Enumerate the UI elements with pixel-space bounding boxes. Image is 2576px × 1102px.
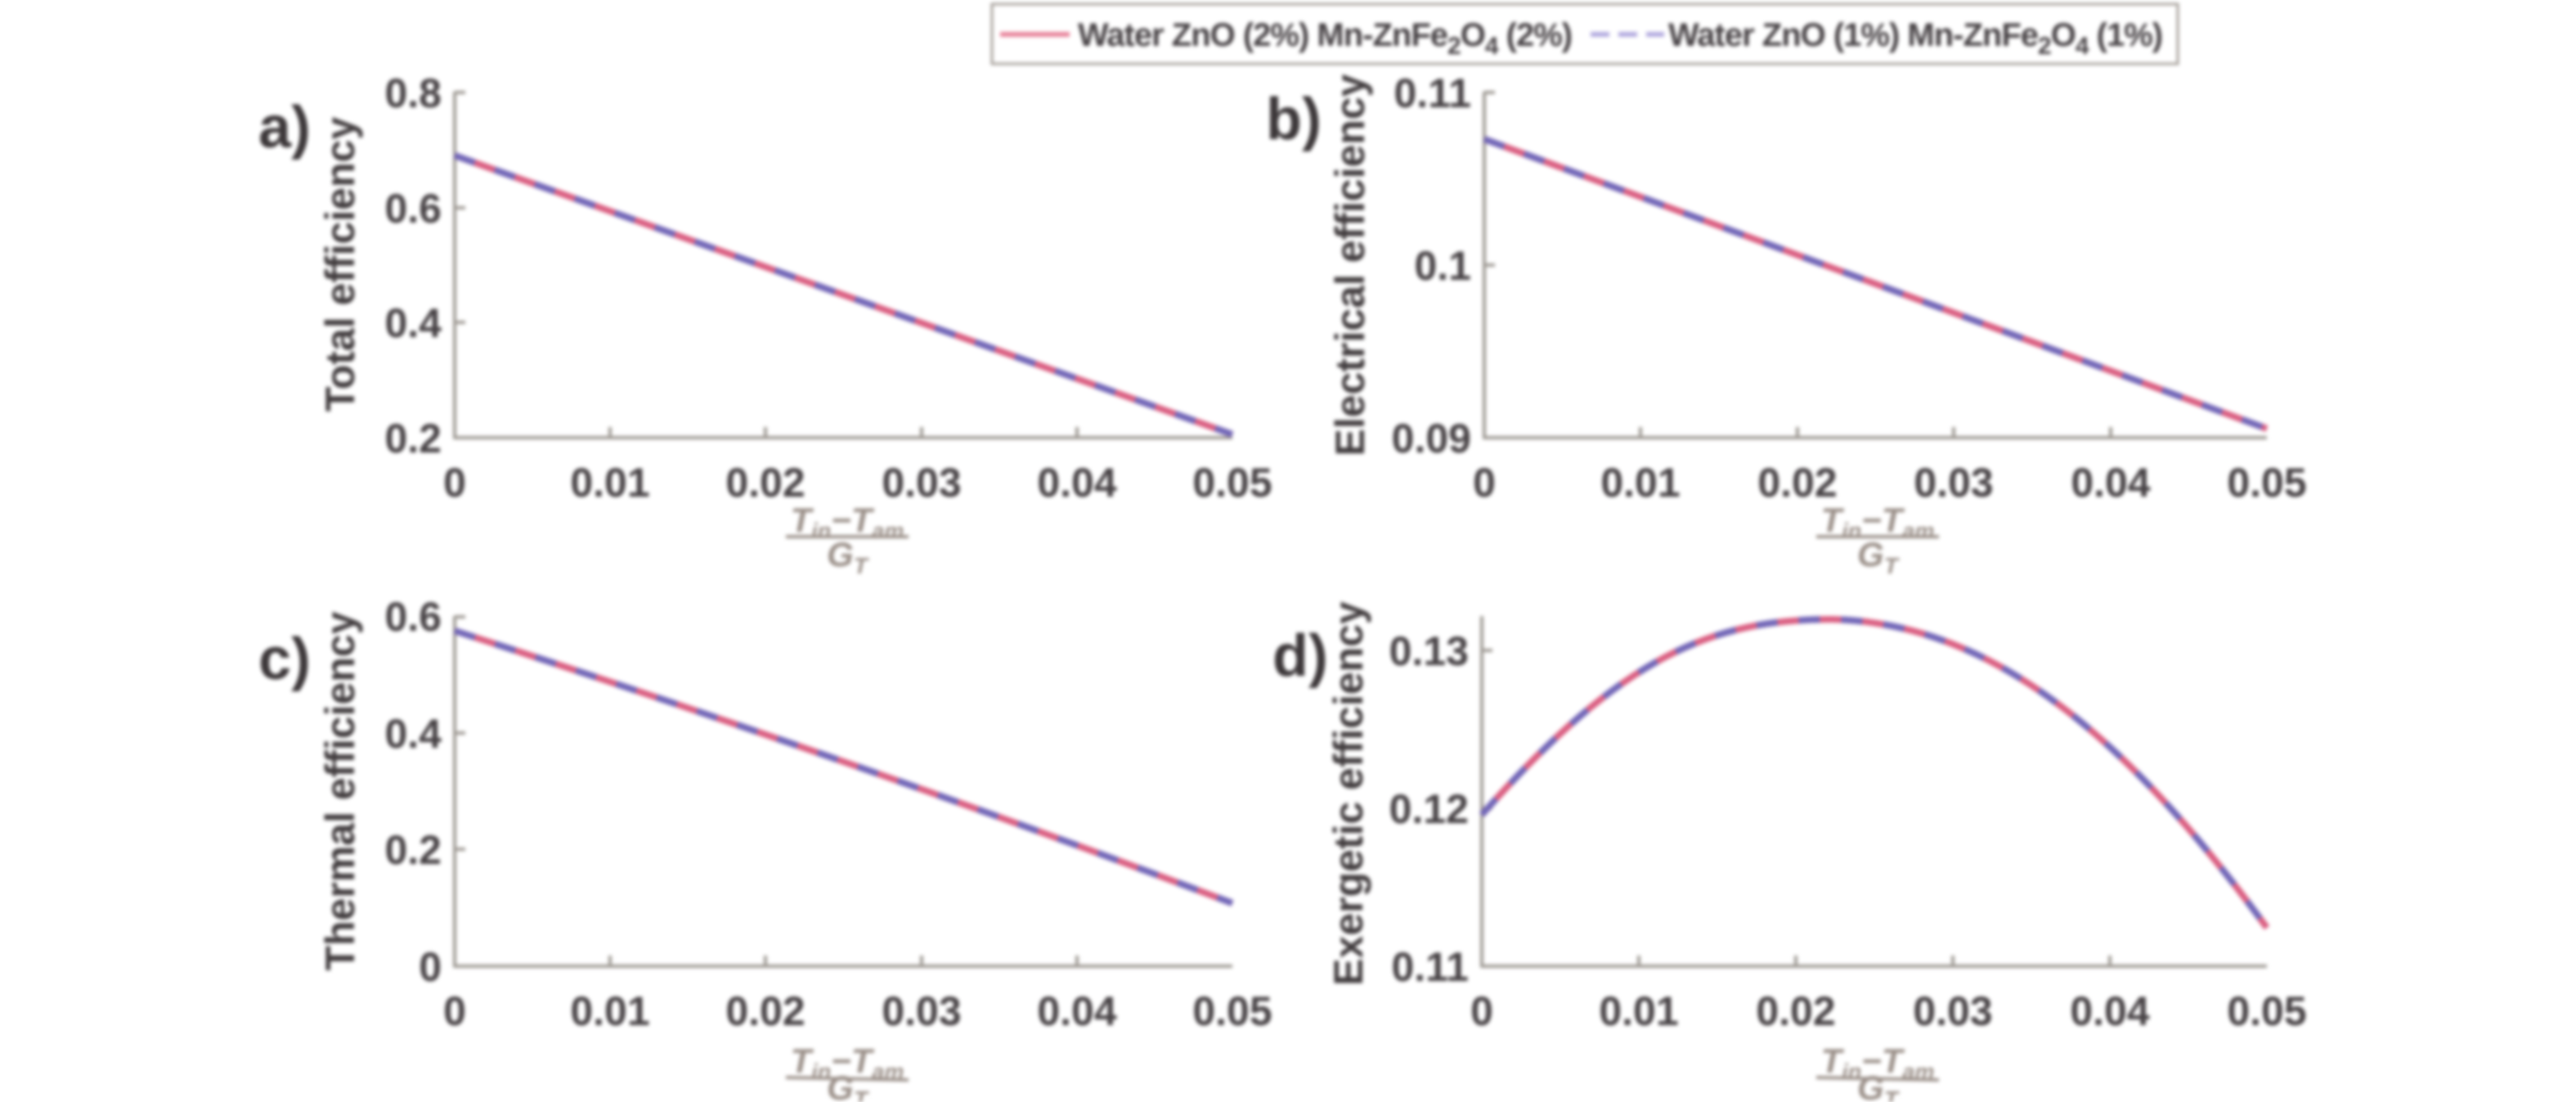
svg-text:0.04: 0.04 — [2071, 460, 2151, 506]
svg-text:0.03: 0.03 — [1913, 988, 1992, 1034]
svg-text:0.01: 0.01 — [570, 460, 649, 506]
svg-text:0.8: 0.8 — [384, 70, 442, 116]
svg-text:0.09: 0.09 — [1392, 416, 1471, 461]
svg-text:0.01: 0.01 — [1599, 988, 1678, 1034]
svg-text:0.02: 0.02 — [1756, 988, 1835, 1034]
svg-text:0.6: 0.6 — [384, 594, 442, 640]
svg-text:c): c) — [258, 627, 311, 692]
svg-text:0.05: 0.05 — [2227, 460, 2306, 506]
svg-text:b): b) — [1266, 87, 1322, 152]
svg-text:0.05: 0.05 — [2227, 988, 2306, 1034]
svg-text:0.4: 0.4 — [384, 300, 442, 346]
svg-text:Total efficiency: Total efficiency — [317, 117, 363, 412]
svg-text:0.2: 0.2 — [384, 416, 442, 461]
svg-text:0.01: 0.01 — [1600, 460, 1680, 506]
svg-text:0.1: 0.1 — [1414, 243, 1471, 289]
svg-text:Exergetic efficiency: Exergetic efficiency — [1326, 601, 1371, 986]
svg-text:0.02: 0.02 — [725, 988, 805, 1034]
svg-text:0.04: 0.04 — [1037, 988, 1117, 1034]
svg-text:Water ZnO (1%) Mn-ZnFe2O4 (1%): Water ZnO (1%) Mn-ZnFe2O4 (1%) — [1668, 17, 2162, 60]
svg-text:0: 0 — [1470, 988, 1493, 1034]
svg-text:0.4: 0.4 — [384, 711, 442, 757]
svg-text:Water ZnO (2%) Mn-ZnFe2O4 (2%): Water ZnO (2%) Mn-ZnFe2O4 (2%) — [1078, 17, 1572, 60]
svg-text:a): a) — [258, 95, 311, 160]
svg-text:d): d) — [1272, 623, 1328, 689]
svg-text:0.05: 0.05 — [1192, 460, 1272, 506]
svg-text:Electrical efficiency: Electrical efficiency — [1327, 74, 1373, 456]
svg-text:0.02: 0.02 — [1757, 460, 1837, 506]
svg-text:0.03: 0.03 — [882, 460, 961, 506]
svg-text:0: 0 — [419, 944, 442, 990]
svg-text:0: 0 — [1473, 460, 1496, 506]
svg-text:0.11: 0.11 — [1393, 70, 1471, 116]
svg-text:0: 0 — [443, 988, 466, 1034]
svg-text:Thermal efficiency: Thermal efficiency — [317, 611, 363, 970]
svg-text:0.2: 0.2 — [384, 827, 442, 873]
svg-text:GT: GT — [1857, 535, 1901, 578]
svg-text:0.6: 0.6 — [384, 186, 442, 232]
svg-text:0.02: 0.02 — [725, 460, 805, 506]
svg-text:0.13: 0.13 — [1389, 628, 1469, 674]
svg-text:0.01: 0.01 — [570, 988, 649, 1034]
svg-text:0.05: 0.05 — [1192, 988, 1272, 1034]
svg-text:0: 0 — [443, 460, 466, 506]
svg-text:0.11: 0.11 — [1391, 944, 1469, 990]
svg-text:0.04: 0.04 — [2070, 988, 2150, 1034]
svg-text:0.04: 0.04 — [1037, 460, 1117, 506]
svg-text:0.12: 0.12 — [1389, 786, 1469, 832]
svg-text:0.03: 0.03 — [882, 988, 961, 1034]
svg-text:0.03: 0.03 — [1914, 460, 1993, 506]
